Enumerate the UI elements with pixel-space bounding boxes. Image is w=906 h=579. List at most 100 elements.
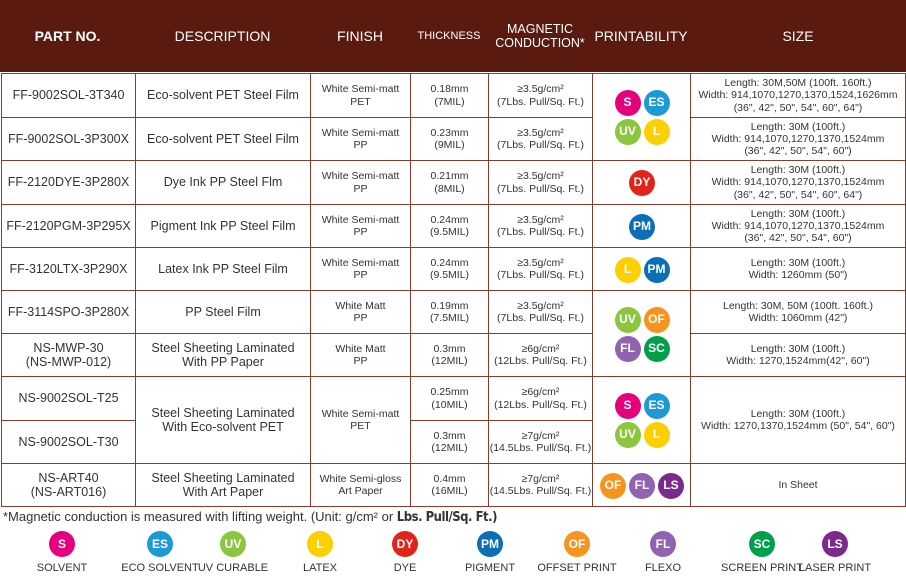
- thickness-text: (7.5MIL): [429, 312, 470, 324]
- header-cell: PRINTABILITY: [592, 0, 690, 72]
- header-text: PART NO.: [34, 27, 101, 44]
- thickness-cell: 0.18mm (7MIL): [410, 73, 489, 118]
- size-cell: Length: 30M (100ft.) Width: 1270,1370,152…: [690, 376, 906, 464]
- header-cell: SIZE: [690, 0, 906, 72]
- thickness-cell: 0.24mm (9.5MIL): [410, 247, 489, 291]
- size-text: (36", 42", 50", 54", 60", 64"): [733, 188, 863, 201]
- part-text: FF-3114SPO-3P280X: [7, 304, 130, 319]
- description-text: Latex Ink PP Steel Film: [158, 261, 288, 276]
- print-badge: UV: [614, 306, 641, 333]
- description-text: Steel Sheeting Laminated: [151, 470, 295, 485]
- thickness-text: (9MIL): [434, 139, 465, 151]
- thickness-text: (12MIL): [431, 442, 468, 454]
- legend-badge: FL: [650, 531, 676, 557]
- part-cell: NS-ART40 (NS-ART016): [1, 463, 136, 507]
- printability-cell: DY: [592, 160, 691, 205]
- printability-cell: UV OF FL SC: [592, 290, 691, 377]
- size-text: (36", 42", 50", 54", 60", 64"): [733, 101, 863, 114]
- finish-text: White Semi-matt: [321, 213, 400, 226]
- magnetic-text: ≥3.5g/cm²: [517, 83, 564, 96]
- part-text: NS-MWP-30: [33, 340, 104, 355]
- size-text: Width: 914,1070,1270,1370,1524,1626mm: [698, 89, 898, 102]
- print-badge: ES: [643, 90, 670, 116]
- thickness-cell: 0.25mm (10MIL): [410, 376, 489, 421]
- thickness-text: (10MIL): [431, 398, 468, 411]
- part-cell: FF-2120DYE-3P280X: [1, 160, 136, 205]
- size-text: Width: 914,1070,1270,1370,1524mm: [711, 132, 885, 145]
- finish-text: White Semi-gloss: [319, 472, 402, 485]
- size-text: Length: 30M (100ft.): [750, 407, 846, 420]
- magnetic-cell: ≥3.5g/cm² (7Lbs. Pull/Sq. Ft.): [488, 247, 593, 291]
- printability-cell: S ES UV L: [592, 376, 691, 464]
- print-badge: S: [614, 393, 641, 419]
- size-text: Width: 1270,1370,1524mm (50", 54", 60"): [701, 420, 895, 432]
- finish-cell: White Matt PP: [310, 290, 411, 334]
- size-text: Length: 30M,50M (100ft. 160ft.): [724, 77, 872, 90]
- size-text: Length: 30M (100ft.): [750, 120, 846, 133]
- finish-cell: White Semi-matt PET: [310, 376, 411, 464]
- magnetic-text: (7Lbs. Pull/Sq. Ft.): [497, 95, 584, 108]
- size-text: Width: 1060mm (42"): [748, 312, 848, 324]
- magnetic-cell: ≥3.5g/cm² (7Lbs. Pull/Sq. Ft.): [488, 204, 593, 248]
- description-cell: Pigment Ink PP Steel Film: [135, 204, 311, 248]
- size-text: Width: 1260mm (50"): [748, 269, 848, 281]
- description-text: With Art Paper: [182, 485, 264, 499]
- finish-text: Art Paper: [338, 485, 383, 497]
- thickness-text: 0.4mm: [433, 472, 466, 485]
- print-badge: PM: [629, 213, 655, 240]
- description-text: With Eco-solvent PET: [162, 420, 284, 434]
- magnetic-cell: ≥3.5g/cm² (7Lbs. Pull/Sq. Ft.): [488, 73, 593, 118]
- finish-text: PP: [353, 226, 368, 238]
- part-text: FF-2120DYE-3P280X: [7, 175, 130, 190]
- magnetic-text: ≥3.5g/cm²: [517, 126, 564, 139]
- part-cell: FF-3114SPO-3P280X: [1, 290, 136, 334]
- magnetic-text: (7Lbs. Pull/Sq. Ft.): [497, 226, 584, 238]
- magnetic-text: ≥6g/cm²: [521, 386, 560, 399]
- finish-text: PP: [353, 355, 368, 367]
- description-cell: Steel Sheeting Laminated With PP Paper: [135, 333, 311, 377]
- print-badge: S: [614, 90, 641, 116]
- header-text: MAGNETIC: [507, 21, 573, 36]
- thickness-text: (12MIL): [431, 355, 468, 367]
- finish-cell: White Semi-matt PP: [310, 117, 411, 161]
- legend-label: UV CURABLE: [197, 562, 269, 574]
- description-cell: Steel Sheeting Laminated With Art Paper: [135, 463, 311, 507]
- part-text: NS-9002SOL-T25: [18, 391, 119, 406]
- legend-label: ECO SOLVENT: [121, 562, 199, 574]
- magnetic-text: ≥3.5g/cm²: [517, 299, 564, 312]
- part-text: (NS-ART016): [30, 485, 107, 499]
- finish-text: PP: [353, 139, 368, 151]
- print-badge: LS: [658, 472, 684, 499]
- size-cell: Length: 30M (100ft.) Width: 1270,1524mm(4…: [690, 333, 906, 377]
- magnetic-text: ≥7g/cm²: [521, 472, 560, 485]
- legend-badge: S: [49, 531, 75, 557]
- magnetic-text: (7Lbs. Pull/Sq. Ft.): [497, 312, 584, 324]
- print-badge: UV: [614, 422, 641, 448]
- description-cell: Steel Sheeting Laminated With Eco-solvent…: [135, 376, 311, 464]
- size-text: In Sheet: [778, 478, 818, 491]
- thickness-cell: 0.4mm (16MIL): [410, 463, 489, 507]
- finish-text: White Matt: [335, 342, 386, 355]
- part-text: FF-9002SOL-3P300X: [8, 131, 129, 146]
- size-text: Length: 30M (100ft.): [750, 207, 846, 220]
- part-text: (NS-MWP-012): [25, 355, 112, 369]
- print-badge: OF: [643, 306, 670, 333]
- thickness-text: 0.3mm: [433, 342, 466, 355]
- size-text: Length: 30M (100ft.): [750, 164, 846, 177]
- finish-cell: White Semi-matt PP: [310, 160, 411, 205]
- finish-text: PET: [350, 420, 371, 432]
- description-cell: Latex Ink PP Steel Film: [135, 247, 311, 291]
- legend-badge: UV: [220, 531, 246, 557]
- finish-text: PET: [350, 95, 371, 108]
- legend-label: PIGMENT: [464, 562, 516, 574]
- legend-badge: PM: [477, 531, 503, 557]
- header-cell: THICKNESS: [410, 0, 488, 72]
- part-text: FF-3120LTX-3P290X: [9, 261, 128, 276]
- legend-badge: L: [307, 531, 333, 557]
- finish-cell: White Semi-matt PP: [310, 204, 411, 248]
- header-text: SIZE: [782, 27, 814, 44]
- legend-badge: ES: [147, 531, 173, 557]
- legend-badge: DY: [392, 531, 418, 557]
- size-cell: Length: 30M (100ft.) Width: 914,1070,1270…: [690, 204, 906, 248]
